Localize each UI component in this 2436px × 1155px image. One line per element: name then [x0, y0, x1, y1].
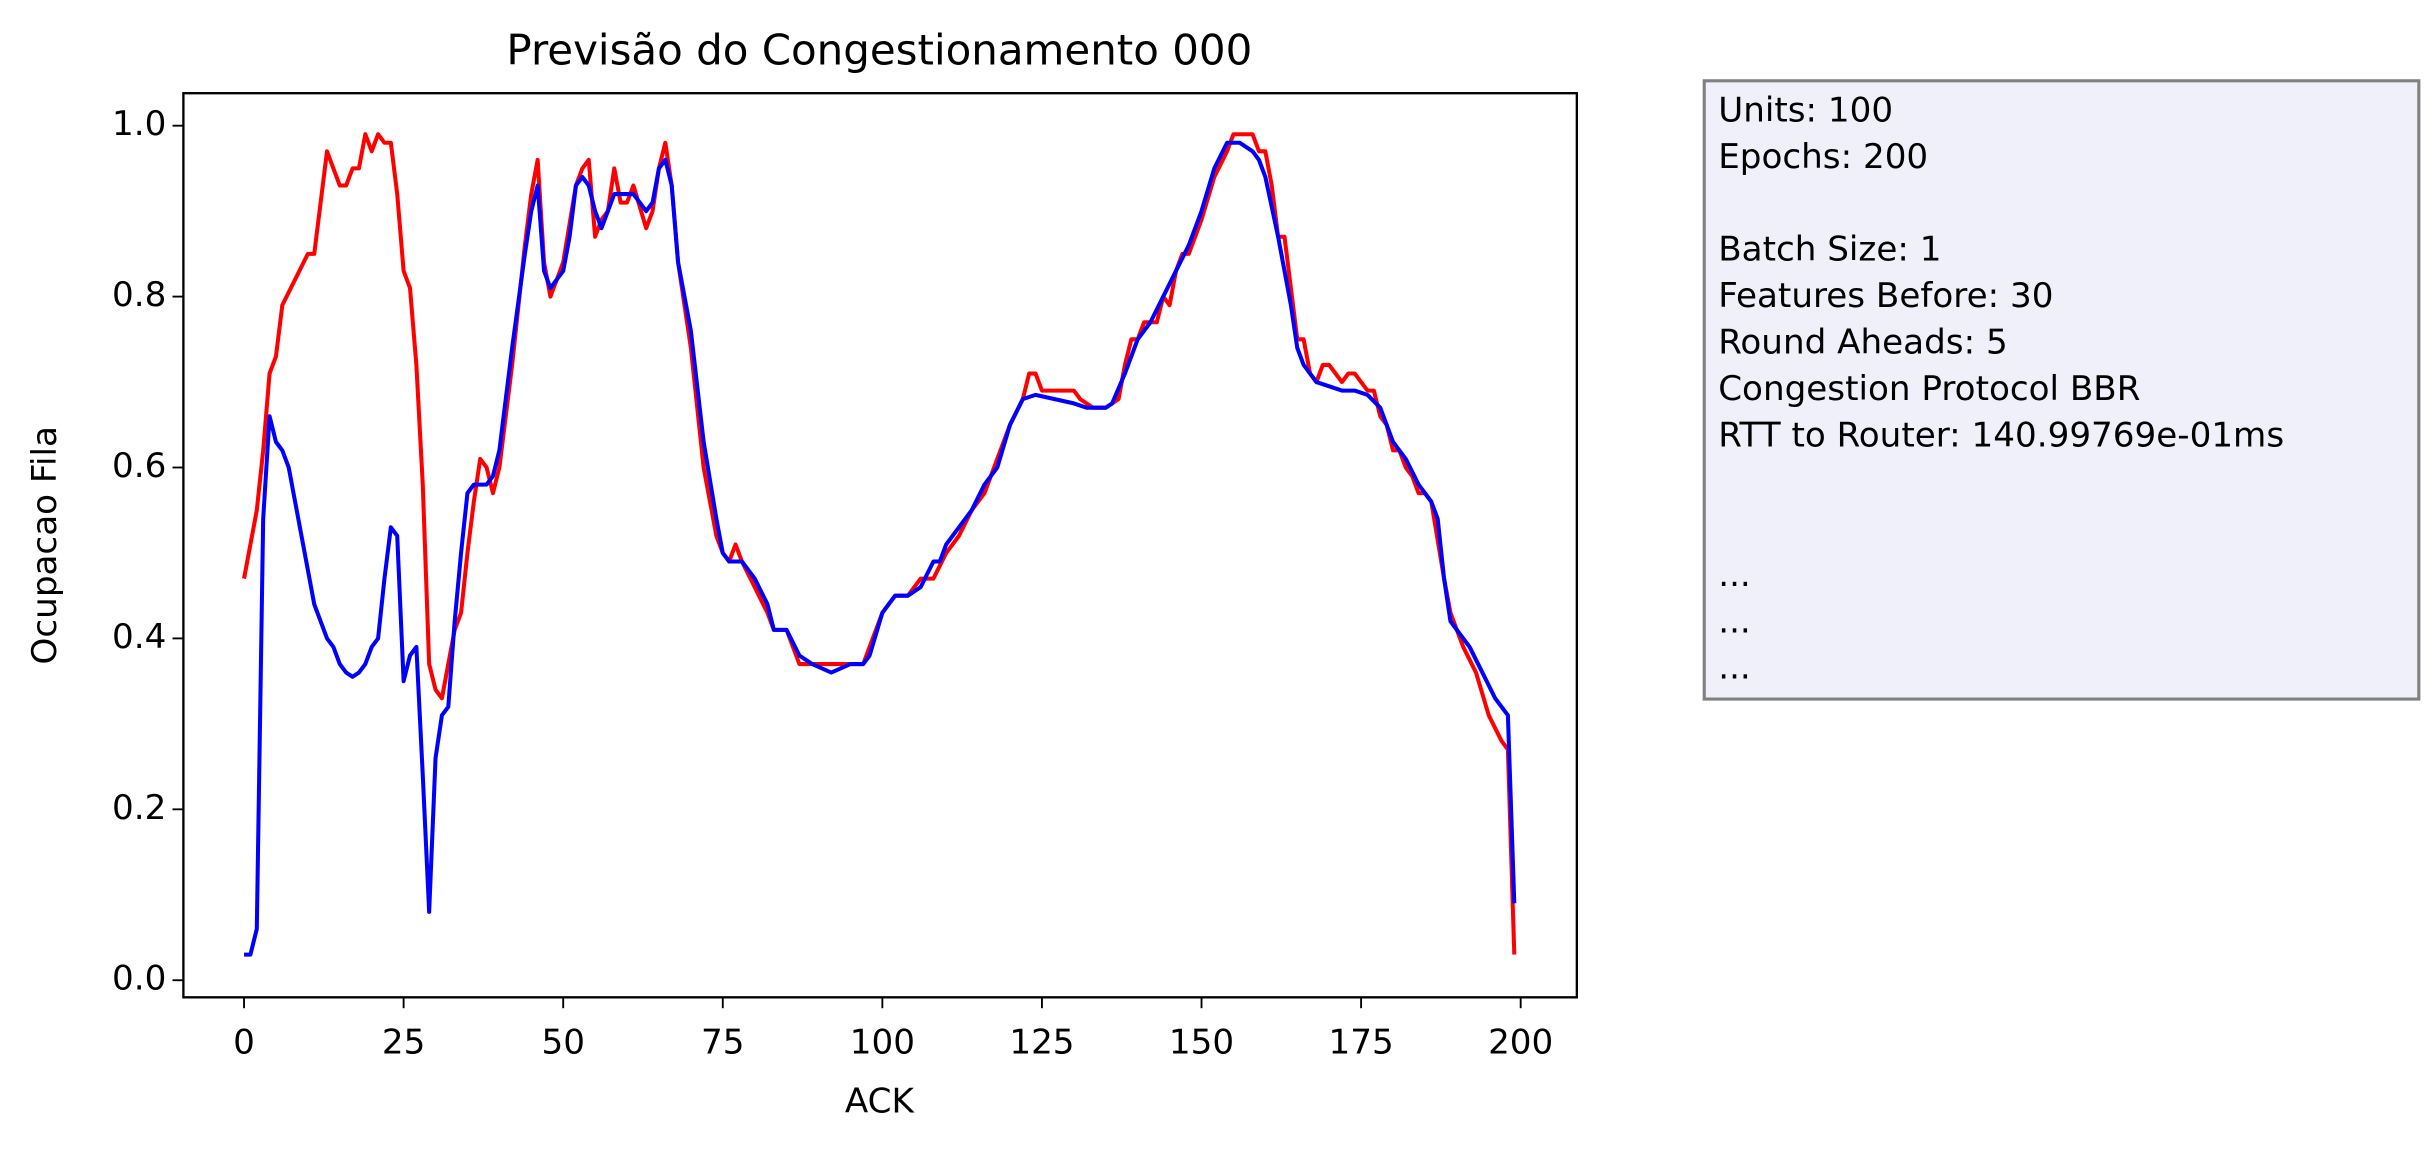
info-text: Batch Size: 1 [1718, 230, 1941, 270]
plot-content [242, 132, 1517, 957]
x-tick-label: 75 [701, 1022, 744, 1062]
info-box [1702, 79, 2421, 701]
info-text: Round Aheads: 5 [1718, 323, 2007, 363]
x-tick-label: 200 [1488, 1022, 1553, 1062]
info-text: ... [1718, 555, 1751, 595]
line-series [244, 140, 1517, 957]
x-tick-label: 25 [382, 1022, 425, 1062]
x-tick-label: 125 [1009, 1022, 1074, 1062]
x-tick-label: 175 [1328, 1022, 1393, 1062]
x-tick-label: 100 [850, 1022, 915, 1062]
y-axis-label: Ocupacao Fila [25, 426, 65, 664]
y-tick-label: 0.0 [112, 959, 166, 999]
x-tick-label: 150 [1169, 1022, 1234, 1062]
info-text: ... [1718, 648, 1751, 688]
info-text: Features Before: 30 [1718, 276, 2053, 316]
y-tick-label: 0.2 [112, 788, 166, 828]
info-text: Congestion Protocol BBR [1718, 369, 2140, 409]
info-text: Units: 100 [1718, 90, 1893, 130]
y-tick-label: 1.0 [112, 104, 166, 144]
x-tick-label: 50 [541, 1022, 584, 1062]
info-text: ... [1718, 601, 1751, 641]
y-tick-label: 0.6 [112, 446, 166, 486]
info-text: Epochs: 200 [1718, 137, 1928, 177]
plot-area [183, 93, 1577, 998]
info-text: RTT to Router: 140.99769e-01ms [1718, 415, 2284, 455]
y-tick-label: 0.4 [112, 617, 166, 657]
y-tick-label: 0.8 [112, 275, 166, 315]
x-axis-label: ACK [845, 1081, 916, 1121]
plot-frame [182, 92, 1579, 999]
chart-title: Previsão do Congestionamento 000 [506, 25, 1252, 74]
x-tick-label: 0 [233, 1022, 255, 1062]
